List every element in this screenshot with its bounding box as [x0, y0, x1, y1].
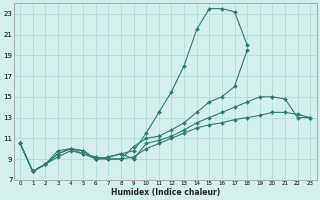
X-axis label: Humidex (Indice chaleur): Humidex (Indice chaleur)	[111, 188, 220, 197]
